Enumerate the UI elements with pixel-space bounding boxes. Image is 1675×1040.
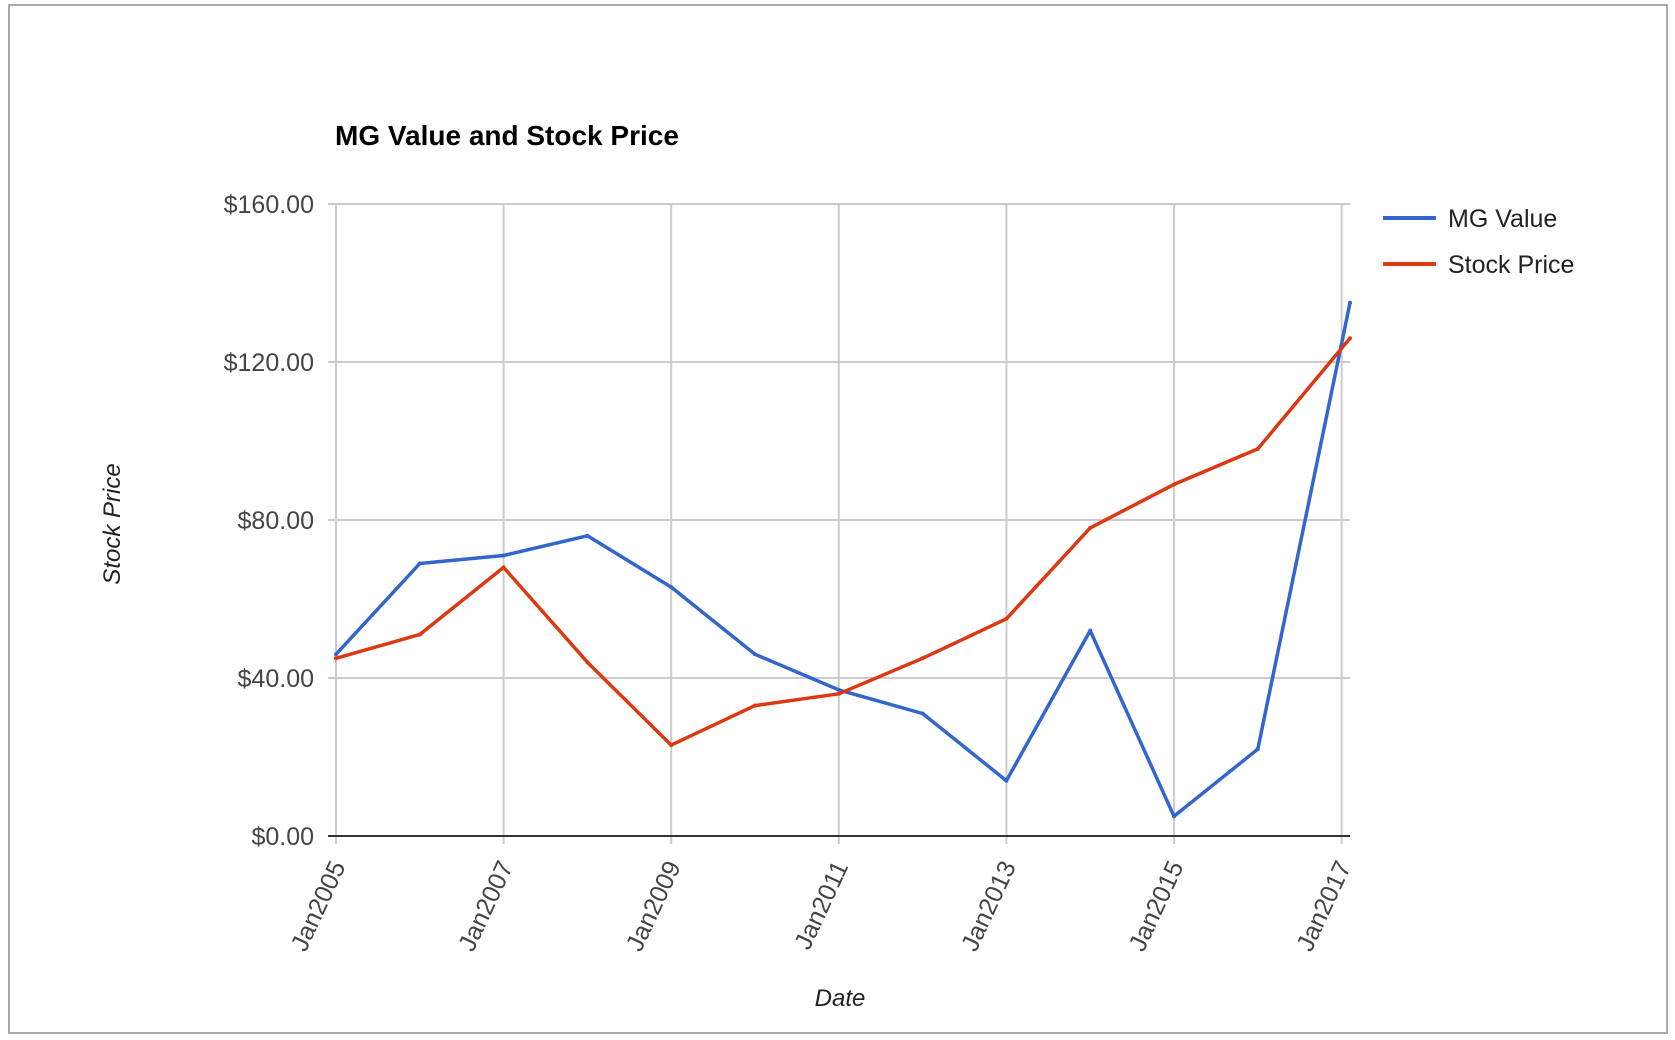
y-tick-label: $80.00 [238,507,314,535]
x-tick-label: Jan2005 [286,857,352,956]
data-point [669,585,674,590]
data-point [334,652,338,657]
data-point [501,553,506,558]
y-tick-label: $0.00 [251,823,314,851]
data-point [1348,336,1352,341]
data-point [753,652,758,657]
data-point [1004,778,1009,783]
data-point [334,656,338,661]
line-chart: MG Value and Stock Price $0.00 $40.00 $80.… [99,120,1574,1012]
data-point [1172,814,1177,819]
data-point [920,711,925,716]
y-tick-label: $160.00 [224,191,314,219]
data-point [501,565,506,570]
data-point [1348,300,1352,305]
data-point [417,561,422,566]
data-point [1088,525,1093,530]
data-point [417,632,422,637]
data-point [1255,747,1260,752]
x-tick-label: Jan2007 [453,857,519,956]
data-point [920,656,925,661]
legend-label: MG Value [1448,205,1557,233]
data-point [836,691,841,696]
data-point [753,703,758,708]
series-line-stock-price [335,337,1352,747]
series-line-mg-value [334,302,1352,819]
data-series [334,300,1352,819]
data-point [585,533,590,538]
legend[interactable]: MG Value Stock Price [1383,205,1574,279]
x-tick-label: Jan2015 [1124,857,1190,956]
y-tick-label: $40.00 [238,665,314,693]
data-point [669,743,674,748]
data-point [1172,482,1177,487]
data-point [836,687,841,692]
x-tick-label: Jan2017 [1291,857,1357,956]
legend-label: Stock Price [1448,251,1574,279]
y-tick-label: $120.00 [224,349,314,377]
gridlines [328,203,1350,844]
data-point [585,660,590,665]
x-tick-label: Jan2013 [956,857,1022,956]
data-point [1088,628,1093,633]
x-tick-label: Jan2009 [621,857,687,956]
x-tick-label: Jan2011 [789,857,854,954]
x-axis-label: Date [815,985,866,1012]
data-point [1004,616,1009,621]
chart-container[interactable]: MG Value and Stock Price $0.00 $40.00 $80.… [8,4,1668,1034]
axes: $0.00 $40.00 $80.00 $120.00 $160.00 Jan2005 Ja… [224,191,1357,955]
chart-title: MG Value and Stock Price [335,120,679,151]
data-point [1255,446,1260,451]
y-axis-label: Stock Price [99,463,126,584]
